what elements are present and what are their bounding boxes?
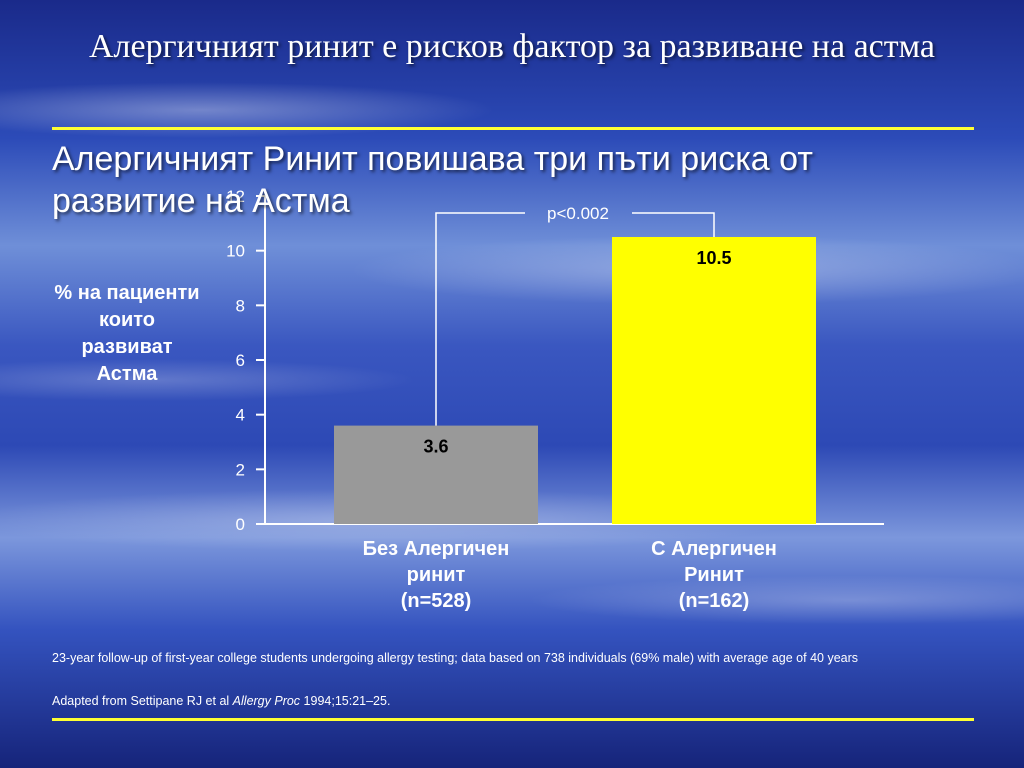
significance-annotation: p<0.002 [547,204,609,223]
y-tick-label-4: 4 [236,406,245,425]
significance-bracket-left [435,212,525,426]
x-category-label-1-line-1: Без Алергичен [362,538,510,560]
y-tick-label-2: 2 [236,460,245,479]
y-tick-label-8: 8 [236,296,245,315]
bar-1 [334,425,538,524]
study-footnote: 23-year follow-up of first-year college … [52,651,859,665]
significance-bracket-right [632,212,715,237]
x-category-label-2: С Алергичен Ринит (n=162) [594,536,834,614]
y-tick-label-0: 0 [236,515,245,534]
source-prefix: Adapted from Settipane RJ et al [52,694,233,708]
x-category-label-1-line-2: ринит [406,564,466,586]
x-category-label-2-line-2: Ринит [684,564,744,586]
bar-value-label-2: 10.5 [696,248,731,268]
y-tick-label-12: 12 [226,187,245,206]
x-category-label-1: Без Алергичен ринит (n=528) [316,536,556,614]
x-category-label-2-line-1: С Алергичен [651,538,777,560]
y-tick-label-6: 6 [236,351,245,370]
source-suffix: 1994;15:21–25. [300,694,391,708]
bar-value-label-1: 3.6 [423,437,448,457]
bar-2 [612,237,816,524]
y-tick-label-10: 10 [226,242,245,261]
x-category-label-1-line-3: (n=528) [400,590,472,612]
source-citation: Adapted from Settipane RJ et al Allergy … [52,693,982,710]
x-category-label-2-line-3: (n=162) [678,590,750,612]
source-journal: Allergy Proc [232,694,301,708]
slide-title: Алергичният ринит е рисков фактор за раз… [89,28,935,65]
slide-subtitle: Алергичният Ринит повишава три пъти риск… [52,140,813,220]
bottom-divider [52,718,974,721]
y-axis-label: % на пациенти които развиват Астма [54,282,200,385]
top-divider [52,127,974,130]
